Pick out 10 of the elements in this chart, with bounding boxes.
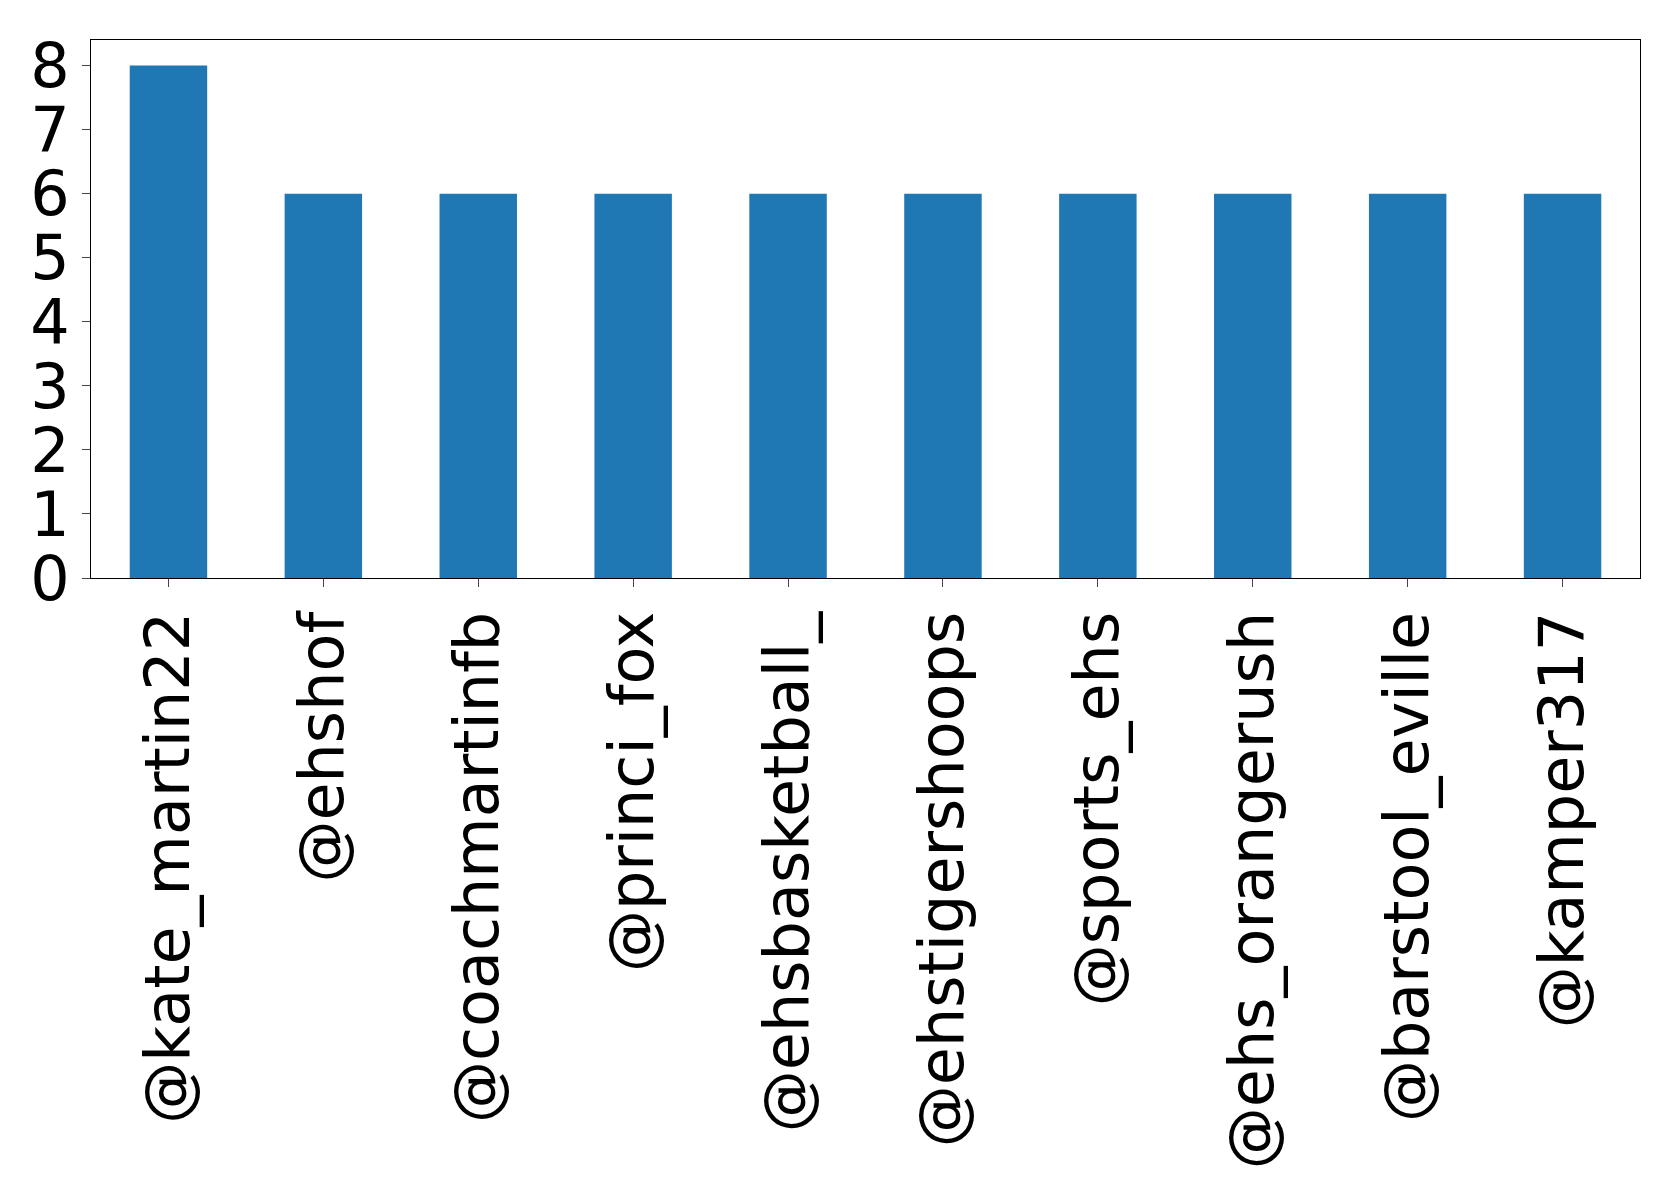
x-tick-label: @ehstigershoops (905, 611, 979, 1148)
x-tick-label: @kamper317 (1524, 611, 1598, 1029)
x-tick-label: @coachmartinfb (440, 611, 514, 1124)
x-tick-label: @ehs_orangerush (1214, 611, 1288, 1170)
x-tick-label: @ehsbasketball_ (750, 610, 824, 1133)
x-tick-label: @sports_ehs (1060, 611, 1133, 1007)
x-tick-label: @barstool_eville (1369, 611, 1443, 1122)
x-tick-label: @ehshof (285, 609, 359, 883)
x-tick-label: @kate_martin22 (130, 611, 204, 1124)
x-tick-label: @princi_fox (595, 611, 669, 973)
